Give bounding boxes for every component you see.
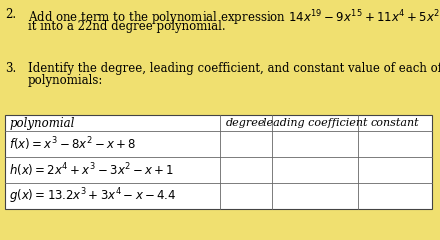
Text: constant: constant: [370, 118, 419, 128]
Text: polynomials:: polynomials:: [28, 74, 103, 87]
Bar: [5, 115, 432, 209]
Text: degree: degree: [226, 118, 266, 128]
Text: polynomial: polynomial: [9, 116, 74, 130]
Text: Add one term to the polynomial expression $14x^{19}-9x^{15}+11x^4+5x^2+3$ to mak: Add one term to the polynomial expressio…: [28, 8, 440, 28]
Text: $g(x) = 13.2x^3 + 3x^4 - x - 4.4$: $g(x) = 13.2x^3 + 3x^4 - x - 4.4$: [9, 186, 176, 206]
Text: 2.: 2.: [5, 8, 16, 21]
Text: 3.: 3.: [5, 62, 16, 75]
Text: it into a 22nd degree polynomial.: it into a 22nd degree polynomial.: [28, 20, 226, 33]
Text: $f(x) = x^3 - 8x^2 - x + 8$: $f(x) = x^3 - 8x^2 - x + 8$: [9, 135, 136, 153]
Text: leading coefficient: leading coefficient: [263, 118, 367, 128]
Text: Identify the degree, leading coefficient, and constant value of each of the foll: Identify the degree, leading coefficient…: [28, 62, 440, 75]
Text: $h(x) = 2x^4 + x^3 - 3x^2 - x + 1$: $h(x) = 2x^4 + x^3 - 3x^2 - x + 1$: [9, 161, 174, 179]
